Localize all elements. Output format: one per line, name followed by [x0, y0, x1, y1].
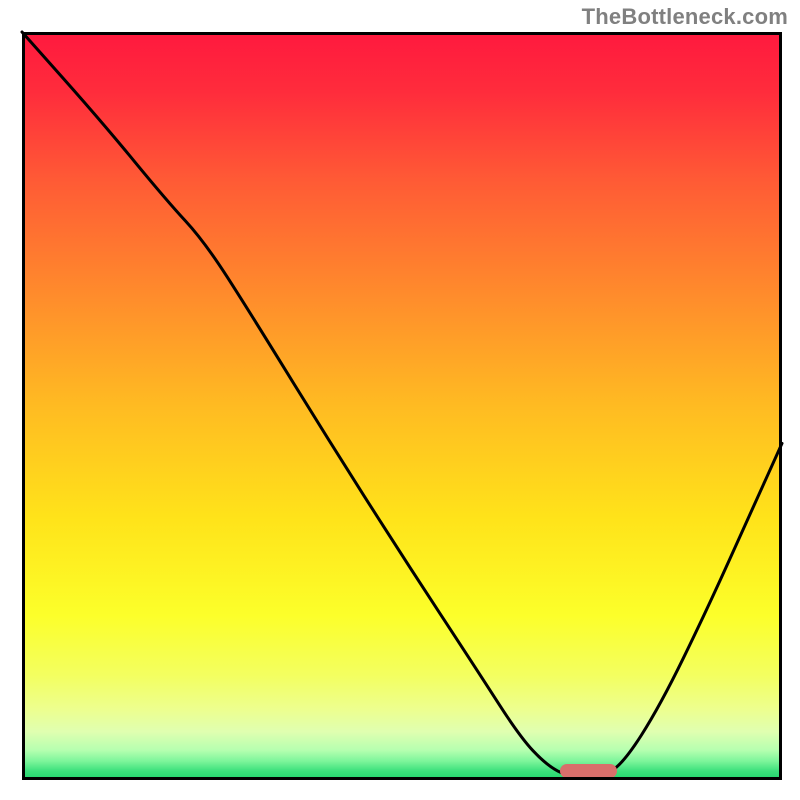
- watermark-text: TheBottleneck.com: [582, 4, 788, 30]
- curve-path: [22, 32, 782, 777]
- bottleneck-chart: TheBottleneck.com: [0, 0, 800, 800]
- plot-area: [22, 32, 782, 780]
- bottleneck-curve: [22, 32, 782, 780]
- optimal-marker-pill: [560, 764, 617, 777]
